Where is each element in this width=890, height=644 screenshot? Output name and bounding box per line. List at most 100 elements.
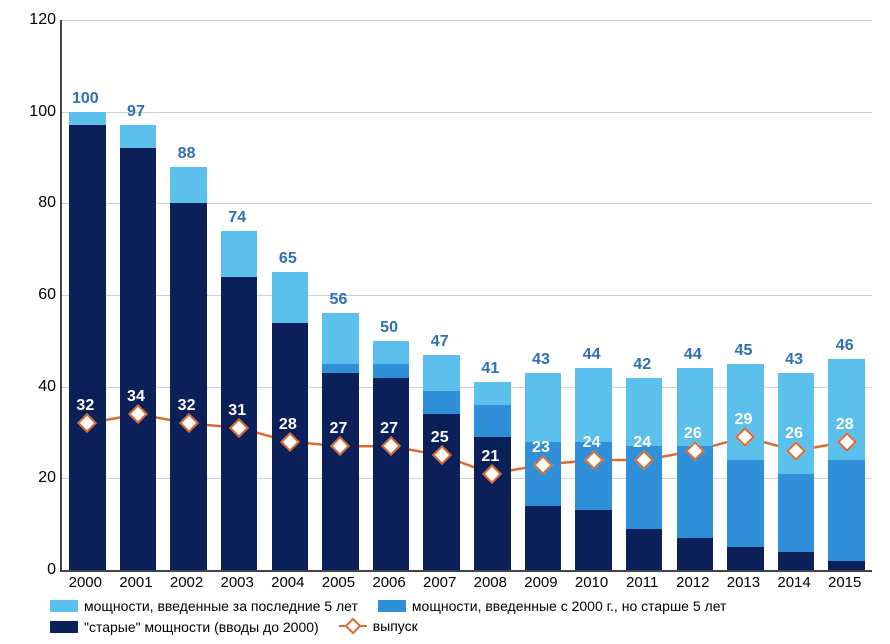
- bar-segment-old: [778, 552, 814, 570]
- bar-segment-old: [322, 373, 358, 570]
- line-value-label: 32: [178, 397, 196, 415]
- gridline: [62, 20, 872, 21]
- bar-total-label: 100: [72, 90, 99, 108]
- line-value-label: 23: [532, 439, 550, 457]
- bar-segment-old: [69, 125, 105, 570]
- bar-total-label: 65: [279, 250, 297, 268]
- bar-total-label: 42: [633, 356, 651, 374]
- bar-segment-last5: [373, 341, 409, 364]
- legend-swatch: [378, 600, 406, 612]
- y-tick-label: 60: [16, 286, 56, 304]
- bar-segment-since2000_older5: [474, 405, 510, 437]
- legend-item-old: "старые" мощности (вводы до 2000): [50, 619, 319, 635]
- legend: мощности, введенные за последние 5 лет мо…: [50, 598, 890, 639]
- bar-segment-old: [828, 561, 864, 570]
- bar-total-label: 44: [583, 346, 601, 364]
- legend-label: выпуск: [373, 618, 418, 634]
- bar-segment-old: [626, 529, 662, 570]
- x-tick-label: 2000: [69, 574, 102, 591]
- y-tick-label: 100: [16, 103, 56, 121]
- y-tick-label: 0: [16, 561, 56, 579]
- legend-item-since2000: мощности, введенные с 2000 г., но старше…: [378, 598, 727, 614]
- bar-segment-last5: [474, 382, 510, 405]
- chart-container: мощности, введенные за последние 5 лет мо…: [10, 10, 880, 634]
- x-tick-label: 2011: [626, 574, 658, 591]
- line-value-label: 21: [481, 448, 499, 466]
- line-value-label: 27: [380, 420, 398, 438]
- x-tick-label: 2004: [271, 574, 304, 591]
- bar-segment-last5: [525, 373, 561, 442]
- bar-segment-since2000_older5: [322, 364, 358, 373]
- line-value-label: 26: [785, 425, 803, 443]
- legend-swatch: [50, 621, 78, 633]
- bar-segment-since2000_older5: [727, 460, 763, 547]
- bar-segment-old: [373, 378, 409, 571]
- plot-area: [60, 20, 872, 572]
- bar-segment-since2000_older5: [423, 391, 459, 414]
- y-tick-label: 80: [16, 194, 56, 212]
- bar-segment-last5: [423, 355, 459, 392]
- bar-segment-old: [727, 547, 763, 570]
- bar-segment-last5: [120, 125, 156, 148]
- line-value-label: 28: [836, 416, 854, 434]
- legend-item-line: выпуск: [339, 618, 418, 634]
- bar-segment-last5: [322, 313, 358, 363]
- line-value-label: 29: [735, 411, 753, 429]
- line-value-label: 24: [583, 434, 601, 452]
- legend-line-swatch: [339, 619, 367, 633]
- line-value-label: 25: [431, 429, 449, 447]
- bar-total-label: 43: [785, 351, 803, 369]
- legend-label: "старые" мощности (вводы до 2000): [84, 619, 319, 635]
- bar-total-label: 45: [735, 342, 753, 360]
- x-tick-label: 2014: [777, 574, 810, 591]
- line-value-label: 27: [330, 420, 348, 438]
- x-tick-label: 2012: [676, 574, 709, 591]
- legend-label: мощности, введенные с 2000 г., но старше…: [412, 598, 727, 614]
- x-tick-label: 2007: [423, 574, 456, 591]
- bar-segment-old: [677, 538, 713, 570]
- line-value-label: 32: [76, 397, 94, 415]
- x-tick-label: 2015: [828, 574, 861, 591]
- x-tick-label: 2001: [119, 574, 152, 591]
- y-tick-label: 120: [16, 11, 56, 29]
- x-tick-label: 2008: [474, 574, 507, 591]
- bar-segment-since2000_older5: [373, 364, 409, 378]
- bar-segment-last5: [170, 167, 206, 204]
- line-value-label: 31: [228, 402, 246, 420]
- bar-segment-last5: [272, 272, 308, 322]
- x-tick-label: 2005: [322, 574, 355, 591]
- bar-segment-last5: [575, 368, 611, 441]
- bar-segment-since2000_older5: [828, 460, 864, 561]
- bar-total-label: 74: [228, 209, 246, 227]
- bar-total-label: 56: [330, 291, 348, 309]
- bar-total-label: 97: [127, 103, 145, 121]
- bar-segment-last5: [69, 112, 105, 126]
- line-value-label: 28: [279, 416, 297, 434]
- bar-segment-since2000_older5: [778, 474, 814, 552]
- gridline: [62, 112, 872, 113]
- bar-total-label: 46: [836, 337, 854, 355]
- bar-total-label: 44: [684, 346, 702, 364]
- bar-segment-old: [170, 203, 206, 570]
- bar-segment-last5: [221, 231, 257, 277]
- y-tick-label: 20: [16, 469, 56, 487]
- x-tick-label: 2010: [575, 574, 608, 591]
- x-tick-label: 2013: [727, 574, 760, 591]
- legend-swatch: [50, 600, 78, 612]
- legend-item-last5: мощности, введенные за последние 5 лет: [50, 598, 358, 614]
- x-tick-label: 2009: [524, 574, 557, 591]
- x-tick-label: 2006: [372, 574, 405, 591]
- bar-segment-old: [525, 506, 561, 570]
- line-value-label: 26: [684, 425, 702, 443]
- bar-total-label: 43: [532, 351, 550, 369]
- bar-total-label: 41: [481, 360, 499, 378]
- bar-segment-old: [575, 510, 611, 570]
- x-tick-label: 2003: [221, 574, 254, 591]
- y-tick-label: 40: [16, 378, 56, 396]
- bar-total-label: 47: [431, 333, 449, 351]
- x-tick-label: 2002: [170, 574, 203, 591]
- legend-label: мощности, введенные за последние 5 лет: [84, 598, 358, 614]
- bar-total-label: 50: [380, 319, 398, 337]
- line-value-label: 34: [127, 388, 145, 406]
- bar-segment-old: [120, 148, 156, 570]
